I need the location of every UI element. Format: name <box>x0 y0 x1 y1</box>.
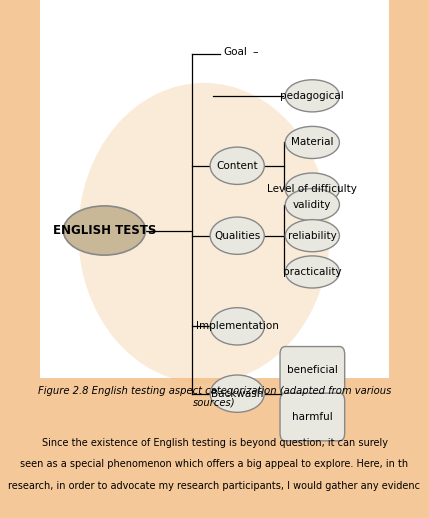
Ellipse shape <box>63 206 145 255</box>
Ellipse shape <box>285 126 339 159</box>
Text: pedagogical: pedagogical <box>281 91 344 101</box>
Text: Goal: Goal <box>223 47 247 57</box>
Ellipse shape <box>78 83 330 383</box>
Text: seen as a special phenomenon which offers a big appeal to explore. Here, in th: seen as a special phenomenon which offer… <box>21 459 408 469</box>
FancyBboxPatch shape <box>280 393 344 441</box>
Text: Level of difficulty: Level of difficulty <box>267 184 357 194</box>
Ellipse shape <box>285 256 339 288</box>
Text: harmful: harmful <box>292 412 333 422</box>
Ellipse shape <box>210 217 264 254</box>
Bar <box>40 0 389 378</box>
Text: Backwash: Backwash <box>211 388 263 399</box>
Text: reliability: reliability <box>288 231 337 241</box>
Text: Implementation: Implementation <box>196 321 279 332</box>
Text: beneficial: beneficial <box>287 365 338 376</box>
Text: Figure 2.8 English testing aspect categorization (adapted from various
sources): Figure 2.8 English testing aspect catego… <box>38 386 391 408</box>
Ellipse shape <box>285 80 339 112</box>
FancyBboxPatch shape <box>280 347 344 394</box>
Text: –: – <box>253 47 259 57</box>
Text: validity: validity <box>293 199 332 210</box>
Ellipse shape <box>285 220 339 252</box>
Text: Qualities: Qualities <box>214 231 260 241</box>
Text: Content: Content <box>216 161 258 171</box>
Ellipse shape <box>285 189 339 221</box>
Text: Since the existence of English testing is beyond question, it can surely: Since the existence of English testing i… <box>42 438 387 448</box>
Ellipse shape <box>285 173 339 205</box>
Text: practicality: practicality <box>283 267 341 277</box>
Ellipse shape <box>210 308 264 345</box>
Ellipse shape <box>210 375 264 412</box>
Text: Material: Material <box>291 137 334 148</box>
Ellipse shape <box>210 147 264 184</box>
Text: ENGLISH TESTS: ENGLISH TESTS <box>53 224 156 237</box>
Text: research, in order to advocate my research participants, I would gather any evid: research, in order to advocate my resear… <box>9 481 420 491</box>
